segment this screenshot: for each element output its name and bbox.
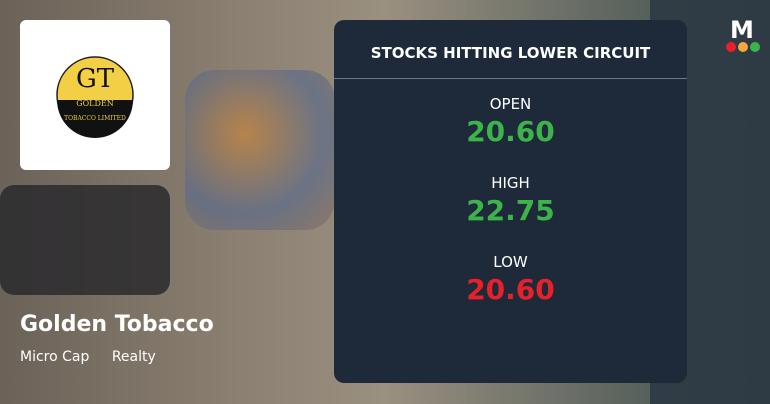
company-tags: Micro Cap Realty (20, 349, 174, 365)
svg-text:GT: GT (76, 64, 115, 94)
company-logo: GT GOLDEN TOBACCO LIMITED (20, 20, 170, 170)
open-section: OPEN 20.60 (334, 95, 687, 148)
svg-text:GOLDEN: GOLDEN (76, 99, 114, 108)
phone-image (0, 185, 170, 295)
brand-logo: M (724, 16, 764, 58)
candy-jar-image (185, 70, 335, 230)
high-label: HIGH (491, 174, 530, 192)
open-value: 20.60 (466, 115, 555, 148)
tag-market-cap: Micro Cap (20, 349, 90, 365)
high-section: HIGH 22.75 (334, 174, 687, 227)
svg-text:TOBACCO LIMITED: TOBACCO LIMITED (64, 115, 126, 122)
card-title: STOCKS HITTING LOWER CIRCUIT (334, 20, 687, 79)
high-value: 22.75 (466, 194, 555, 227)
low-label: LOW (493, 253, 528, 271)
svg-text:M: M (730, 18, 754, 44)
open-label: OPEN (489, 95, 532, 113)
tag-sector: Realty (111, 349, 156, 365)
low-section: LOW 20.60 (334, 253, 687, 306)
low-value: 20.60 (466, 273, 555, 306)
circuit-card: STOCKS HITTING LOWER CIRCUIT OPEN 20.60 H… (334, 20, 687, 383)
company-name: Golden Tobacco (20, 312, 214, 337)
